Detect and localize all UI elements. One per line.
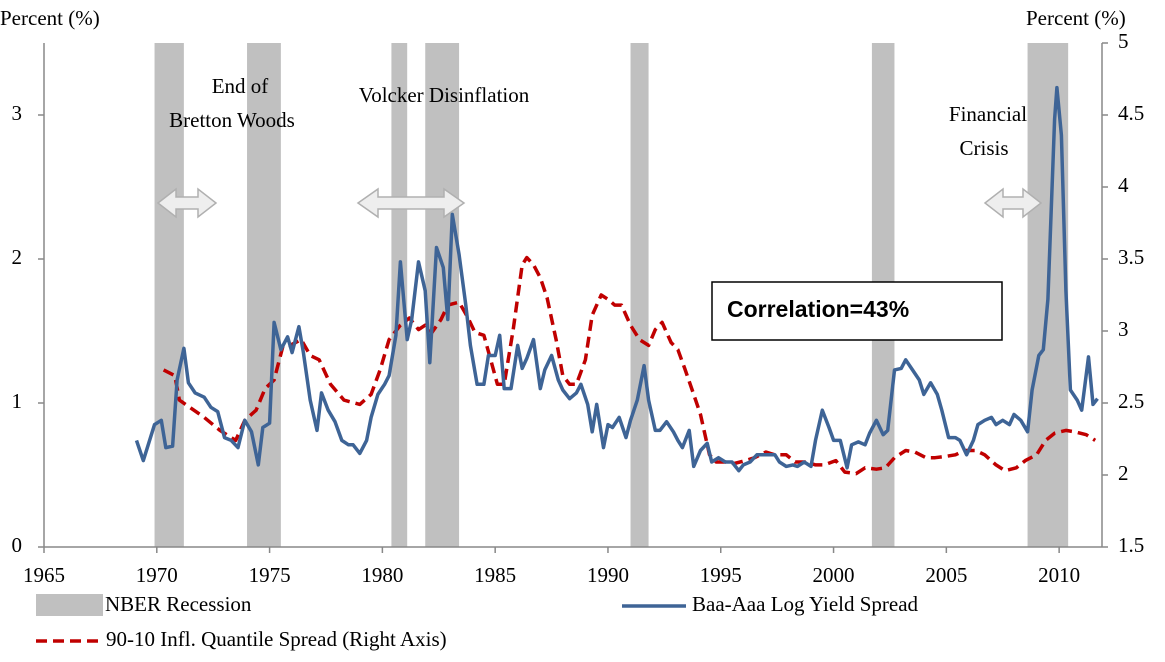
legend-label: 90-10 Infl. Quantile Spread (Right Axis) (106, 627, 447, 651)
x-tick-label: 1990 (587, 563, 629, 587)
y2-axis-title: Percent (%) (1026, 6, 1126, 30)
x-tick-label: 1975 (249, 563, 291, 587)
recession-band (247, 43, 281, 547)
y-tick-label: 1 (12, 389, 23, 413)
y2-tick-label: 1.5 (1118, 533, 1144, 557)
recession-band (630, 43, 649, 547)
x-tick-label: 1965 (23, 563, 65, 587)
annotation: Crisis (959, 136, 1008, 160)
arrow (156, 187, 218, 219)
arrow (983, 187, 1043, 219)
x-tick-label: 1970 (136, 563, 178, 587)
x-tick-label: 1995 (700, 563, 742, 587)
x-tick-label: 1980 (361, 563, 403, 587)
legend-label: Baa-Aaa Log Yield Spread (692, 592, 919, 616)
legend-label: NBER Recession (105, 592, 252, 616)
y2-tick-label: 2.5 (1118, 389, 1144, 413)
y-tick-label: 2 (12, 245, 23, 269)
annotation: End of (212, 74, 269, 98)
legend-swatch (36, 594, 103, 616)
annotation: Bretton Woods (169, 108, 295, 132)
y2-tick-label: 3 (1118, 317, 1129, 341)
y-tick-label: 3 (12, 101, 23, 125)
y2-tick-label: 2 (1118, 461, 1129, 485)
x-tick-label: 2000 (813, 563, 855, 587)
y2-tick-label: 5 (1118, 29, 1129, 53)
x-tick-label: 1985 (474, 563, 516, 587)
recession-band (154, 43, 184, 547)
y2-tick-label: 4.5 (1118, 101, 1144, 125)
arrow (356, 187, 466, 219)
y-tick-label: 0 (12, 533, 23, 557)
recession-band (425, 43, 460, 547)
correlation-label: Correlation=43% (727, 296, 909, 322)
series-line (162, 255, 1097, 476)
correlation-box (711, 281, 1003, 341)
arrows (156, 187, 1043, 219)
y2-tick-label: 4 (1118, 173, 1129, 197)
series-line (134, 85, 1099, 473)
annotation: Volcker Disinflation (359, 83, 530, 107)
y2-tick-label: 3.5 (1118, 245, 1144, 269)
x-tick-label: 2005 (925, 563, 967, 587)
y-axis-title: Percent (%) (0, 6, 100, 30)
annotation: Financial (949, 102, 1027, 126)
x-tick-label: 2010 (1038, 563, 1080, 587)
